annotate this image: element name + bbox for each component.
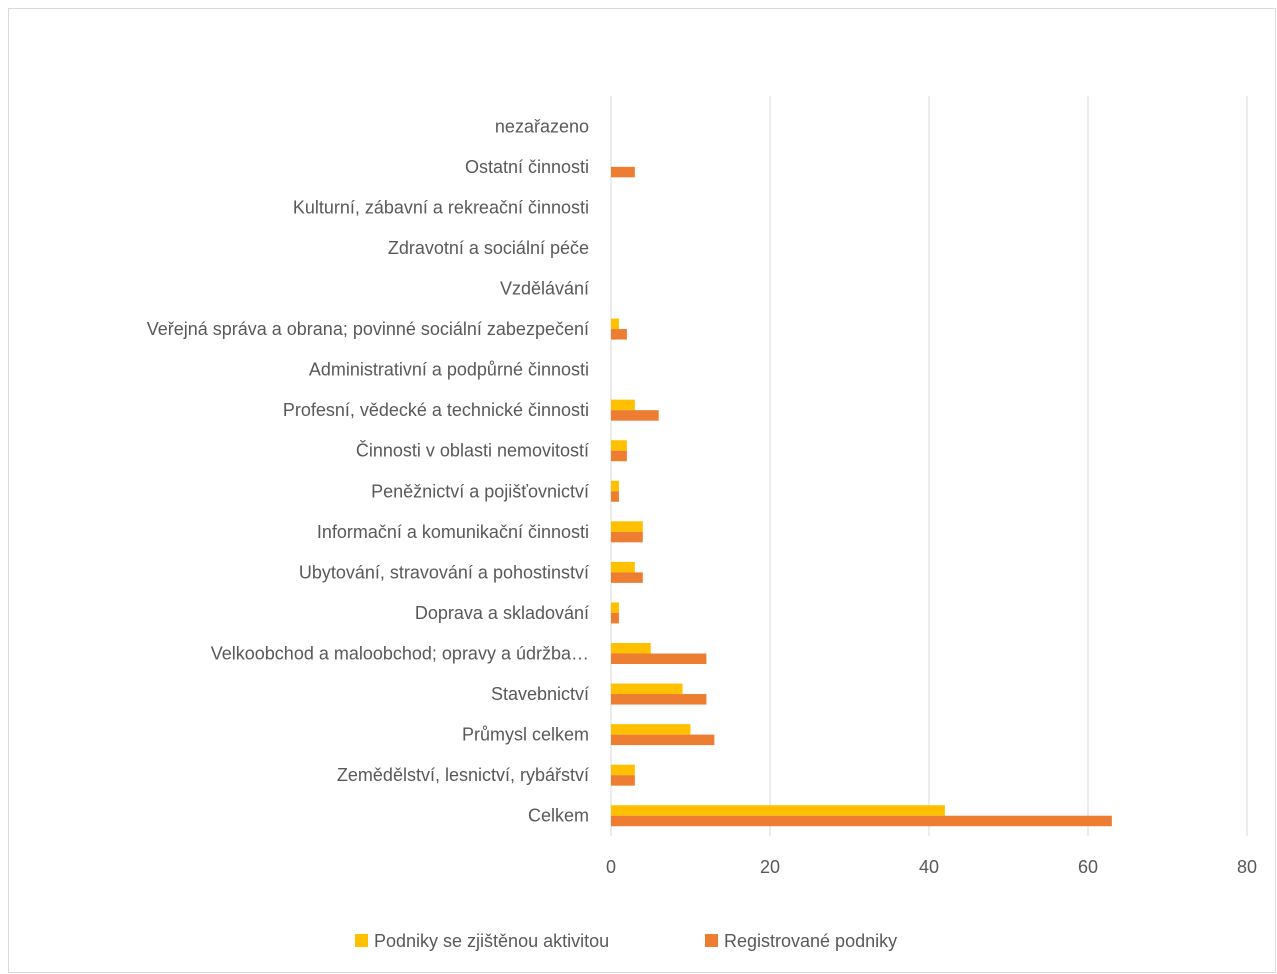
bar-active xyxy=(611,561,635,573)
category-label: Kulturní, zábavní a rekreační činnosti xyxy=(293,197,589,217)
category-label: Doprava a skladování xyxy=(415,603,589,623)
bar-registered xyxy=(611,410,659,421)
category-label: Celkem xyxy=(528,806,589,826)
bar-active xyxy=(611,805,945,816)
bar-registered xyxy=(611,329,627,340)
x-tick-label: 0 xyxy=(606,857,616,877)
category-label: Velkoobchod a maloobchod; opravy a údržb… xyxy=(211,644,589,664)
category-label: Stavebnictví xyxy=(491,684,589,704)
gridlines xyxy=(610,96,1248,836)
legend-label: Podniky se zjištěnou aktivitou xyxy=(374,931,609,951)
bar-active xyxy=(611,480,619,492)
bar-registered xyxy=(611,775,635,786)
bar-registered xyxy=(611,734,715,746)
bars xyxy=(611,166,1112,827)
legend-swatch xyxy=(705,934,718,947)
category-label: Ostatní činnosti xyxy=(465,157,589,177)
legend-label: Registrované podniky xyxy=(724,931,897,951)
bar-registered xyxy=(611,491,619,502)
bar-registered xyxy=(611,612,619,624)
bar-active xyxy=(611,764,635,776)
bar-active xyxy=(611,724,691,735)
category-labels: Celkem Zemědělství, lesnictví, rybářství P… xyxy=(147,116,589,825)
category-label: Peněžnictví a pojišťovnictví xyxy=(371,481,589,501)
bar-active xyxy=(611,440,627,451)
bar-registered xyxy=(611,653,707,664)
bar-active xyxy=(611,318,619,330)
category-label: Vzdělávání xyxy=(500,279,589,299)
category-label: Veřejná správa a obrana; povinné sociáln… xyxy=(147,319,589,339)
bar-active xyxy=(611,643,651,654)
bar-registered xyxy=(611,815,1112,827)
bar-registered xyxy=(611,572,643,583)
category-label: Zdravotní a sociální péče xyxy=(388,238,589,258)
x-axis-ticks: 0 20 40 60 80 xyxy=(606,857,1257,877)
bar-active xyxy=(611,521,643,532)
category-label: Informační a komunikační činnosti xyxy=(317,522,589,542)
x-tick-label: 40 xyxy=(919,857,939,877)
legend: Podniky se zjištěnou aktivitou Registrova… xyxy=(355,931,897,951)
x-tick-label: 80 xyxy=(1237,857,1257,877)
legend-swatch xyxy=(355,934,368,947)
category-label: Ubytování, stravování a pohostinství xyxy=(299,562,589,582)
x-tick-label: 20 xyxy=(760,857,780,877)
category-label: Průmysl celkem xyxy=(462,725,589,745)
category-label: nezařazeno xyxy=(495,116,589,136)
bar-active xyxy=(611,399,635,411)
category-label: Administrativní a podpůrné činnosti xyxy=(309,360,589,380)
bar-active xyxy=(611,602,619,613)
category-label: Zemědělství, lesnictví, rybářství xyxy=(337,765,589,785)
bar-registered xyxy=(611,166,635,178)
bar-registered xyxy=(611,531,643,543)
category-label: Profesní, vědecké a technické činnosti xyxy=(283,400,589,420)
x-tick-label: 60 xyxy=(1078,857,1098,877)
category-label: Činnosti v oblasti nemovitostí xyxy=(356,440,589,461)
bar-active xyxy=(611,683,683,695)
bar-registered xyxy=(611,694,707,705)
bar-registered xyxy=(611,450,627,462)
